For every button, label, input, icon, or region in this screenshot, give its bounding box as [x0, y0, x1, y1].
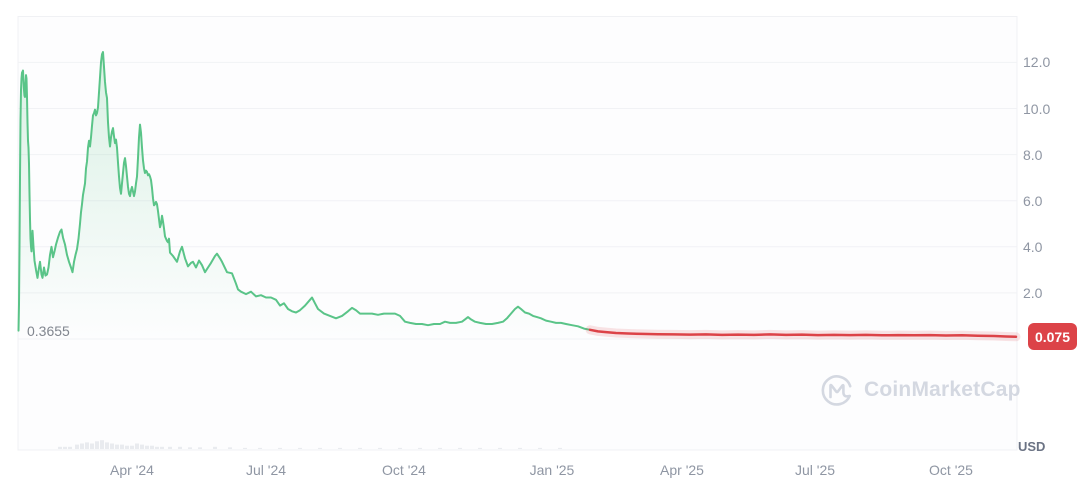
volume-bar: [558, 447, 562, 449]
y-tick-label-10.0: 10.0: [1023, 100, 1051, 117]
y-tick-label-2.0: 2.0: [1023, 284, 1043, 301]
volume-bar: [58, 446, 62, 449]
volume-bar: [178, 446, 182, 449]
volume-bar: [115, 444, 119, 449]
volume-bar: [188, 447, 192, 449]
volume-bar: [140, 444, 144, 449]
volume-bar: [378, 447, 382, 449]
volume-bar: [298, 447, 302, 449]
volume-bar: [125, 445, 129, 449]
volume-bar: [258, 447, 262, 449]
volume-bar: [398, 447, 402, 449]
volume-bar: [418, 447, 422, 449]
volume-bar: [228, 447, 232, 449]
watermark-brand-text: CoinMarketCap: [864, 378, 1021, 401]
volume-bar: [168, 446, 172, 449]
volume-bar: [63, 446, 67, 449]
volume-bar: [518, 447, 522, 449]
volume-bar: [213, 446, 217, 449]
volume-bar: [160, 446, 164, 449]
volume-bar: [278, 447, 282, 449]
y-tick-label-12.0: 12.0: [1023, 54, 1051, 71]
volume-bar: [145, 445, 149, 449]
volume-bar: [318, 447, 322, 449]
volume-bar: [110, 443, 114, 449]
currency-unit-label: USD: [1018, 439, 1046, 454]
volume-bar: [120, 444, 124, 449]
volume-bar: [358, 447, 362, 449]
volume-bar: [458, 447, 462, 449]
volume-bar: [478, 447, 482, 449]
x-tick-label-Jul-25: Jul '25: [794, 462, 836, 478]
price-area-green: [18, 52, 590, 339]
current-price-badge: 0.075: [1028, 323, 1077, 350]
plot-panel: [17, 16, 1018, 451]
volume-bar: [75, 444, 79, 449]
x-tick-label-Apr-25: Apr '25: [660, 462, 704, 478]
volume-bar: [130, 445, 134, 449]
volume-bar: [135, 443, 139, 449]
volume-bar: [438, 447, 442, 449]
volume-bar: [90, 443, 94, 449]
volume-bar: [100, 440, 104, 449]
volume-bar: [85, 442, 89, 449]
volume-bar: [150, 445, 154, 449]
series-start-price-label: 0.3655: [27, 323, 70, 339]
volume-bar: [538, 447, 542, 449]
volume-bar: [155, 446, 159, 449]
price-line-red: [588, 328, 1018, 339]
x-tick-label-Oct-25: Oct '25: [929, 462, 973, 478]
volume-bar: [95, 441, 99, 449]
volume-bar: [338, 447, 342, 449]
price-line-green: [17, 51, 591, 332]
x-tick-label-Oct-24: Oct '24: [382, 462, 426, 478]
volume-bar: [243, 447, 247, 449]
y-tick-label-8.0: 8.0: [1023, 146, 1043, 163]
watermark: CoinMarketCap: [818, 371, 1021, 409]
y-tick-label-4.0: 4.0: [1023, 238, 1043, 255]
coinmarketcap-logo-icon: [821, 375, 852, 406]
volume-bar: [105, 442, 109, 449]
x-tick-label-Jan-25: Jan '25: [529, 462, 575, 478]
volume-bar: [498, 447, 502, 449]
y-tick-label-6.0: 6.0: [1023, 192, 1043, 209]
x-tick-label-Jul-24: Jul '24: [245, 462, 287, 478]
x-tick-label-Apr-24: Apr '24: [110, 462, 154, 478]
volume-bar: [198, 447, 202, 449]
volume-bar: [68, 446, 72, 449]
volume-bar: [80, 443, 84, 449]
